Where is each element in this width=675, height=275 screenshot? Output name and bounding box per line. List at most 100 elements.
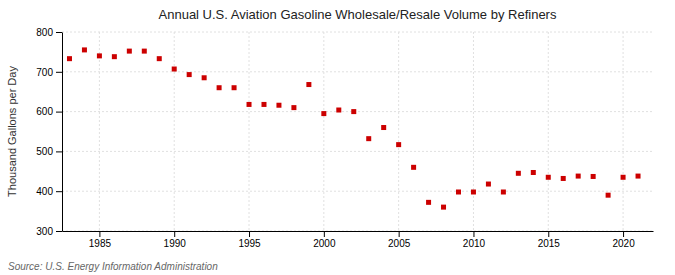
point — [426, 200, 431, 205]
x-tick-label: 2010 — [463, 238, 486, 249]
point — [247, 102, 252, 107]
source-note: Source: U.S. Energy Information Administ… — [8, 261, 218, 272]
x-axis: 1985 1990 1995 2000 2005 2010 2015 2020 — [63, 231, 654, 249]
x-tick: 1985 — [89, 231, 112, 249]
y-tick: 500 — [36, 146, 62, 157]
point — [531, 170, 536, 175]
x-tick: 1990 — [164, 231, 187, 249]
y-tick-mark — [56, 231, 62, 232]
grid-line-y — [62, 151, 653, 152]
point — [67, 56, 72, 61]
y-axis-title: Thousand Gallons per Day — [6, 66, 18, 197]
point — [202, 75, 207, 80]
point — [486, 182, 491, 187]
point — [501, 189, 506, 194]
x-tick-mark — [324, 231, 325, 237]
y-tick: 700 — [36, 67, 62, 78]
point — [127, 49, 132, 54]
grid-line-y — [62, 111, 653, 112]
grid-line-x — [174, 32, 175, 231]
point — [471, 189, 476, 194]
x-tick-label: 1990 — [164, 238, 187, 249]
y-tick-label: 300 — [36, 226, 53, 237]
grid-line-y — [62, 32, 653, 33]
x-tick-label: 2015 — [538, 238, 561, 249]
x-tick: 2015 — [538, 231, 561, 249]
point — [336, 108, 341, 113]
x-axis-line — [63, 231, 654, 232]
y-tick: 300 — [36, 226, 62, 237]
x-tick-mark — [99, 231, 100, 237]
x-tick-mark — [399, 231, 400, 237]
grid — [62, 32, 653, 231]
y-axis-line — [62, 33, 63, 232]
grid-line-y — [62, 191, 653, 192]
x-tick: 2005 — [388, 231, 411, 249]
y-tick: 800 — [36, 27, 62, 38]
point — [82, 47, 87, 52]
point — [351, 109, 356, 114]
x-tick: 2020 — [612, 231, 635, 249]
point — [636, 174, 641, 179]
x-tick-label: 1995 — [238, 238, 261, 249]
y-tick-mark — [56, 112, 62, 113]
x-tick-label: 2020 — [612, 238, 635, 249]
point — [606, 193, 611, 198]
point — [187, 72, 192, 77]
point — [396, 142, 401, 147]
y-axis: 300 400 500 600 700 800 — [36, 27, 62, 237]
grid-line-x — [623, 32, 624, 231]
point — [441, 205, 446, 210]
point — [516, 171, 521, 176]
point — [217, 85, 222, 90]
grid-line-x — [99, 32, 100, 231]
point — [291, 105, 296, 110]
x-tick-label: 2000 — [313, 238, 336, 249]
x-tick-mark — [249, 231, 250, 237]
y-tick: 600 — [36, 106, 62, 117]
x-tick-label: 1985 — [89, 238, 112, 249]
point — [97, 53, 102, 58]
point — [321, 111, 326, 116]
x-tick-label: 2005 — [388, 238, 411, 249]
x-tick-mark — [174, 231, 175, 237]
grid-line-x — [473, 32, 474, 231]
grid-line-y — [62, 71, 653, 72]
point — [366, 136, 371, 141]
point — [112, 54, 117, 59]
point — [172, 67, 177, 72]
point — [546, 175, 551, 180]
point — [456, 189, 461, 194]
y-tick: 400 — [36, 186, 62, 197]
point — [561, 176, 566, 181]
point — [591, 174, 596, 179]
y-tick-mark — [56, 72, 62, 73]
x-tick: 2010 — [463, 231, 486, 249]
y-tick-mark — [56, 191, 62, 192]
x-tick-mark — [623, 231, 624, 237]
grid-line-x — [249, 32, 250, 231]
grid-line-x — [398, 32, 399, 231]
y-tick-label: 700 — [36, 67, 53, 78]
point — [276, 103, 281, 108]
point — [306, 82, 311, 87]
chart-svg: 1985 1990 1995 2000 2005 2010 2015 2020 300 400 50… — [0, 0, 675, 275]
x-tick-mark — [473, 231, 474, 237]
plot-area — [67, 47, 641, 209]
point — [157, 56, 162, 61]
grid-line-x — [548, 32, 549, 231]
y-tick-label: 500 — [36, 146, 53, 157]
grid-line-y — [62, 231, 653, 232]
x-tick-mark — [548, 231, 549, 237]
point — [232, 85, 237, 90]
x-tick: 1995 — [238, 231, 261, 249]
grid-line-x — [323, 32, 324, 231]
point — [261, 102, 266, 107]
y-tick-mark — [56, 32, 62, 33]
point — [576, 174, 581, 179]
point — [381, 125, 386, 130]
x-tick: 2000 — [313, 231, 336, 249]
y-tick-label: 400 — [36, 186, 53, 197]
y-tick-mark — [56, 151, 62, 152]
point — [411, 165, 416, 170]
